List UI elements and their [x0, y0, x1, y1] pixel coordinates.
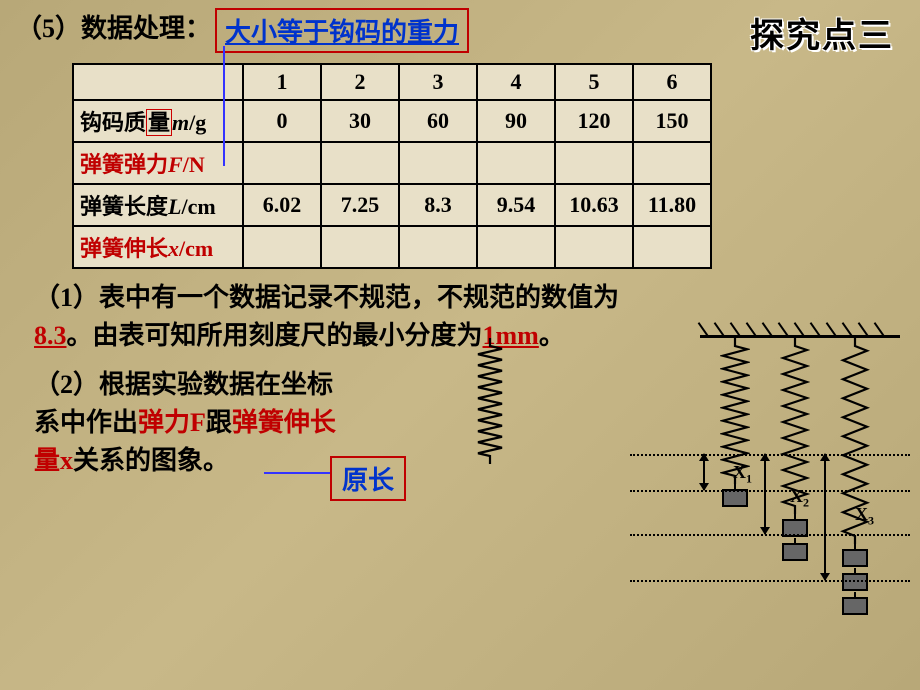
- gravity-note-box: 大小等于钩码的重力: [215, 8, 469, 53]
- dash-line-0: [630, 454, 910, 456]
- ext-3: [399, 226, 477, 268]
- ext-6: [633, 226, 711, 268]
- extension-row-header: 弹簧伸长x/cm: [73, 226, 243, 268]
- ceiling: [700, 320, 900, 338]
- section-5-label: （5）数据处理：: [16, 8, 211, 45]
- ext-2: [321, 226, 399, 268]
- explore-title: 探究点三: [750, 8, 904, 57]
- len-4: 9.54: [477, 184, 555, 226]
- weight-block: [842, 549, 868, 567]
- len-5: 10.63: [555, 184, 633, 226]
- data-table-wrap: 1 2 3 4 5 6 钩码质量m/g 0 30 60 90 120 150 弹…: [0, 57, 920, 269]
- length-row: 弹簧长度L/cm 6.02 7.25 8.3 9.54 10.63 11.80: [73, 184, 711, 226]
- mass-3: 60: [399, 100, 477, 142]
- mass-5: 120: [555, 100, 633, 142]
- spring-0: [475, 338, 505, 464]
- q1-bad-value: 8.3: [34, 321, 67, 350]
- mass-4: 90: [477, 100, 555, 142]
- force-6: [633, 142, 711, 184]
- q2-l2c: 跟: [206, 408, 232, 437]
- force-row-header: 弹簧弹力F/N: [73, 142, 243, 184]
- mass-6: 150: [633, 100, 711, 142]
- len-1: 6.02: [243, 184, 321, 226]
- x-label-2: X3: [855, 504, 874, 529]
- mass-1: 0: [243, 100, 321, 142]
- len-6: 11.80: [633, 184, 711, 226]
- force-3: [399, 142, 477, 184]
- len-2: 7.25: [321, 184, 399, 226]
- col-6: 6: [633, 64, 711, 100]
- q2-l2d: 弹簧伸长: [232, 408, 336, 437]
- col-2: 2: [321, 64, 399, 100]
- q1-prefix: （1）表中有一个数据记录不规范，不规范的数值为: [34, 283, 619, 312]
- weight-block: [782, 543, 808, 561]
- extent-arrow-0: [703, 454, 705, 490]
- ext-1: [243, 226, 321, 268]
- extent-arrow-1: [764, 454, 766, 534]
- length-row-header: 弹簧长度L/cm: [73, 184, 243, 226]
- q2-l3b: 关系的图象。: [73, 446, 229, 475]
- weight-block: [842, 597, 868, 615]
- force-5: [555, 142, 633, 184]
- col-1: 1: [243, 64, 321, 100]
- mass-2: 30: [321, 100, 399, 142]
- extension-row: 弹簧伸长x/cm: [73, 226, 711, 268]
- q2-l2b: 弹力F: [138, 408, 206, 437]
- data-table: 1 2 3 4 5 6 钩码质量m/g 0 30 60 90 120 150 弹…: [72, 63, 712, 269]
- x-label-1: X2: [790, 486, 809, 511]
- col-3: 3: [399, 64, 477, 100]
- dash-line-1: [630, 490, 910, 492]
- mass-row: 钩码质量m/g 0 30 60 90 120 150: [73, 100, 711, 142]
- len-3: 8.3: [399, 184, 477, 226]
- q2-l3a: 量x: [34, 446, 73, 475]
- connector-yuanchang-h: [264, 472, 330, 474]
- table-header-row: 1 2 3 4 5 6: [73, 64, 711, 100]
- dash-line-2: [630, 534, 910, 536]
- q2-l1: （2）根据实验数据在坐标: [34, 370, 333, 399]
- force-4: [477, 142, 555, 184]
- mass-row-header: 钩码质量m/g: [73, 100, 243, 142]
- q2-l2a: 系中作出: [34, 408, 138, 437]
- ext-4: [477, 226, 555, 268]
- weight-block: [842, 573, 868, 591]
- force-1: [243, 142, 321, 184]
- table-corner: [73, 64, 243, 100]
- connector-gravity-v: [223, 46, 225, 166]
- col-5: 5: [555, 64, 633, 100]
- col-4: 4: [477, 64, 555, 100]
- q1-middle: 。由表可知所用刻度尺的最小分度为: [67, 321, 483, 350]
- x-label-0: X1: [733, 462, 752, 487]
- yuanchang-box: 原长: [330, 456, 406, 501]
- dash-line-3: [630, 580, 910, 582]
- force-2: [321, 142, 399, 184]
- ext-5: [555, 226, 633, 268]
- spring-diagram: X1 X2 X3: [440, 320, 910, 690]
- extent-arrow-2: [824, 454, 826, 580]
- force-row: 弹簧弹力F/N: [73, 142, 711, 184]
